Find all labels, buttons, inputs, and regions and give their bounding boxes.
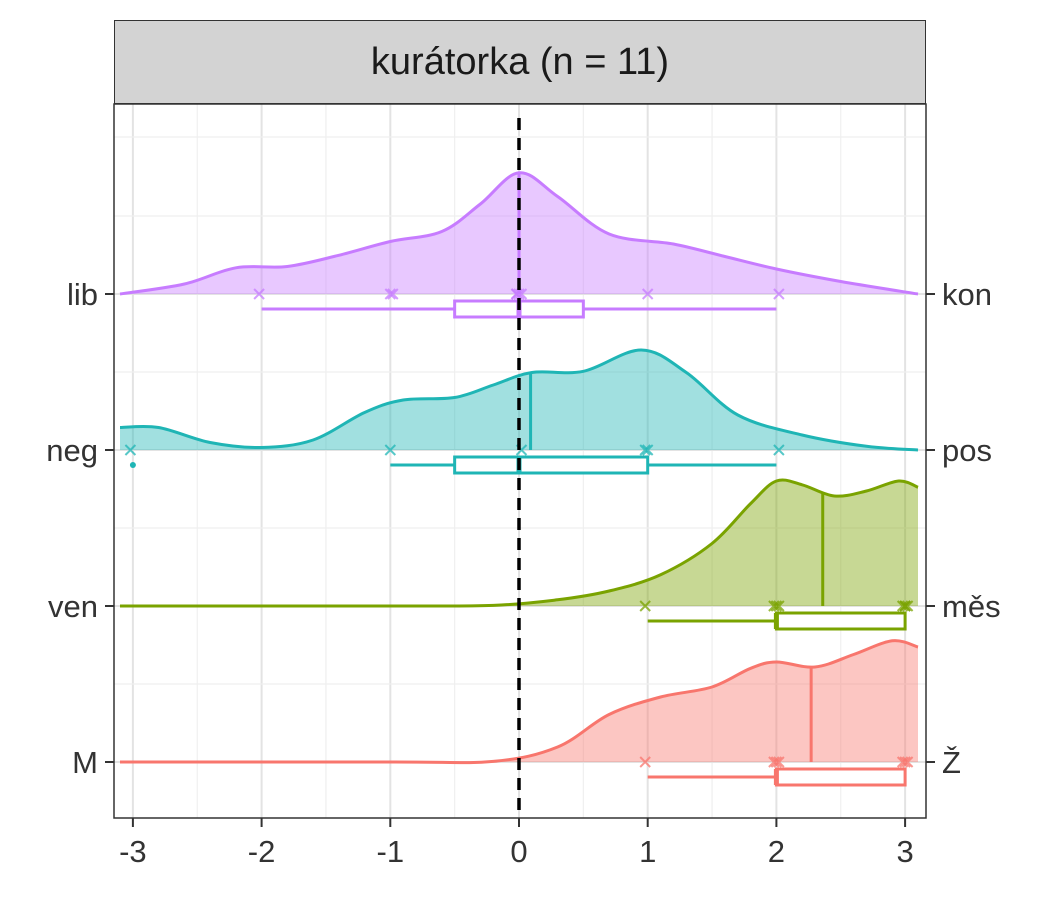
data-point-lib	[641, 288, 654, 300]
density-area-M	[120, 640, 918, 763]
y-tick-label-right: měs	[942, 589, 1001, 624]
data-point-M	[768, 756, 780, 768]
data-point-M	[773, 756, 785, 768]
y-tick-label-left: lib	[67, 277, 98, 312]
data-point-ven	[639, 600, 651, 612]
x-tick-label: 0	[510, 834, 527, 869]
data-point-neg	[639, 444, 651, 456]
data-point-lib	[384, 288, 397, 300]
data-point-lib	[253, 288, 265, 300]
x-tick-label: -1	[377, 834, 405, 869]
data-point-neg	[124, 444, 137, 456]
x-tick-label: -2	[248, 834, 276, 869]
data-point-ven	[899, 600, 911, 612]
data-point-M	[901, 756, 914, 768]
box-ven	[774, 611, 907, 631]
data-point-M	[899, 756, 911, 768]
data-point-neg	[384, 444, 397, 456]
facet-title: kurátorka (n = 11)	[370, 40, 670, 83]
y-tick-label-right: Ž	[942, 745, 961, 780]
density-curve-lib	[119, 171, 919, 296]
y-tick-label-left: ven	[48, 589, 98, 624]
y-tick-label-right: pos	[942, 433, 992, 468]
box-neg	[453, 455, 650, 475]
data-point-ven	[770, 600, 783, 612]
x-tick-label: 2	[768, 834, 785, 869]
x-tick-label: 3	[896, 834, 913, 869]
x-tick-label: -3	[119, 834, 147, 869]
facet-strip: kurátorka (n = 11)	[114, 20, 926, 104]
data-point-ven	[896, 600, 909, 612]
data-point-lib	[510, 288, 523, 300]
data-point-ven	[901, 600, 914, 612]
data-point-neg	[773, 444, 785, 456]
y-tick-label-right: kon	[942, 277, 992, 312]
data-point-lib	[387, 288, 399, 300]
density-curve-ven	[119, 478, 919, 608]
data-point-lib	[773, 288, 785, 300]
data-point-neg	[641, 444, 654, 456]
density-curve-neg	[119, 348, 919, 452]
outlier-point-neg	[129, 462, 136, 468]
data-point-ven	[768, 600, 780, 612]
box-M	[774, 767, 907, 787]
y-tick-label-left: neg	[46, 433, 98, 468]
data-point-ven	[773, 600, 785, 612]
data-point-lib	[515, 288, 528, 300]
data-point-lib	[513, 288, 525, 300]
density-area-ven	[120, 479, 918, 607]
data-point-M	[896, 756, 909, 768]
data-point-M	[770, 756, 783, 768]
y-tick-label-left: M	[72, 745, 98, 780]
x-tick-label: 1	[639, 834, 656, 869]
data-point-M	[639, 756, 651, 768]
density-curve-M	[119, 639, 919, 765]
